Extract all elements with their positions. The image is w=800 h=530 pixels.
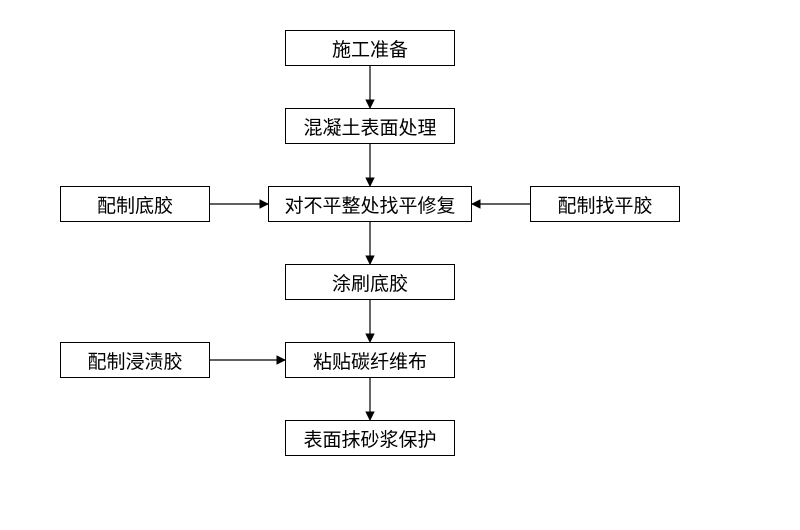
flowchart-node-sL2: 配制浸渍胶 bbox=[60, 342, 210, 378]
flowchart-node-label: 配制找平胶 bbox=[557, 191, 652, 218]
flowchart-node-label: 配制底胶 bbox=[97, 191, 173, 218]
flowchart-node-label: 粘贴碳纤维布 bbox=[313, 347, 427, 374]
flowchart-canvas: 施工准备混凝土表面处理对不平整处找平修复涂刷底胶粘贴碳纤维布表面抹砂浆保护 配制底… bbox=[0, 0, 800, 530]
flowchart-node-sR1: 配制找平胶 bbox=[530, 186, 680, 222]
flowchart-node-n5: 粘贴碳纤维布 bbox=[285, 342, 455, 378]
flowchart-node-label: 配制浸渍胶 bbox=[87, 347, 182, 374]
flowchart-node-n2: 混凝土表面处理 bbox=[285, 108, 455, 144]
flowchart-node-n6: 表面抹砂浆保护 bbox=[285, 420, 455, 456]
flowchart-node-label: 混凝土表面处理 bbox=[303, 113, 436, 140]
flowchart-node-label: 表面抹砂浆保护 bbox=[303, 425, 436, 452]
flowchart-node-label: 对不平整处找平修复 bbox=[284, 191, 455, 218]
flowchart-node-n3: 对不平整处找平修复 bbox=[268, 186, 472, 222]
flowchart-node-n4: 涂刷底胶 bbox=[285, 264, 455, 300]
flowchart-node-label: 施工准备 bbox=[332, 35, 408, 62]
flowchart-node-sL1: 配制底胶 bbox=[60, 186, 210, 222]
flowchart-node-n1: 施工准备 bbox=[285, 30, 455, 66]
flowchart-node-label: 涂刷底胶 bbox=[332, 269, 408, 296]
